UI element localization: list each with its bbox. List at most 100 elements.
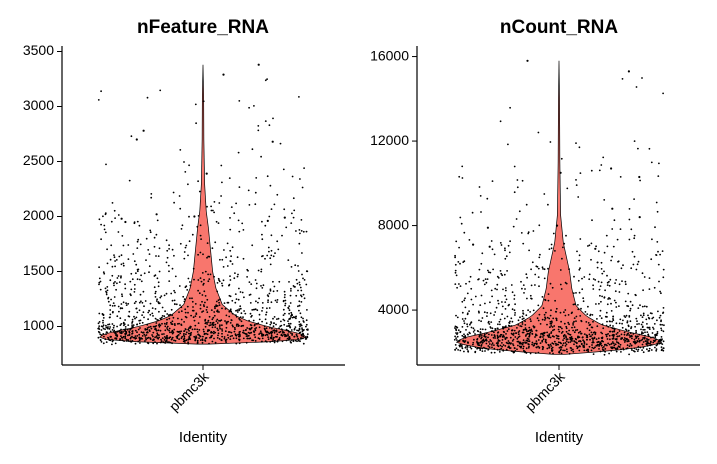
data-point: [151, 312, 154, 315]
data-point: [214, 341, 217, 344]
data-point: [276, 340, 279, 342]
data-point: [290, 339, 293, 341]
data-point: [202, 253, 204, 256]
data-point: [604, 350, 606, 353]
data-point: [305, 230, 308, 233]
data-point: [149, 302, 152, 305]
data-point: [624, 316, 627, 318]
data-point: [534, 273, 537, 276]
data-point: [638, 340, 641, 343]
data-point: [155, 255, 157, 257]
data-point: [538, 224, 541, 227]
y-tick-label: 1000: [23, 317, 54, 333]
data-point: [278, 331, 281, 334]
data-point: [532, 309, 535, 312]
data-point: [600, 164, 603, 166]
data-point: [239, 334, 241, 336]
data-point: [528, 329, 531, 331]
data-point: [602, 156, 605, 159]
y-tick-label: 3000: [23, 97, 54, 113]
data-point: [216, 327, 219, 330]
data-point: [105, 290, 107, 293]
data-point: [102, 317, 105, 319]
data-point: [660, 346, 663, 348]
data-point: [302, 230, 305, 233]
data-point: [185, 331, 188, 334]
data-point: [549, 326, 551, 329]
data-point: [192, 316, 195, 319]
data-point: [472, 341, 475, 344]
data-point: [648, 277, 651, 279]
data-point: [301, 273, 303, 276]
data-point: [305, 323, 308, 326]
data-point: [266, 294, 269, 296]
data-point: [573, 331, 576, 334]
data-point: [212, 209, 214, 212]
data-point: [581, 288, 584, 291]
data-point: [556, 335, 559, 337]
data-point: [549, 282, 552, 285]
data-point: [238, 308, 241, 310]
data-point: [481, 252, 484, 255]
data-point: [249, 337, 252, 340]
data-point: [524, 320, 526, 322]
data-point: [491, 180, 494, 183]
data-point: [613, 344, 616, 347]
data-point: [504, 249, 506, 252]
data-point: [237, 151, 240, 154]
data-point: [261, 238, 264, 241]
data-point: [662, 340, 665, 343]
data-point: [168, 329, 171, 332]
violin-shape: [455, 60, 663, 355]
data-point: [617, 342, 620, 345]
data-point: [238, 338, 241, 341]
data-point: [211, 334, 213, 337]
data-point: [559, 283, 562, 286]
data-point: [188, 164, 191, 167]
data-point: [194, 315, 197, 317]
data-point: [499, 242, 502, 244]
data-point: [625, 338, 627, 340]
data-point: [228, 331, 231, 333]
data-point: [459, 330, 462, 333]
data-point: [581, 277, 583, 280]
data-point: [537, 276, 540, 278]
data-point: [591, 219, 593, 222]
data-point: [160, 316, 163, 319]
data-point: [541, 348, 544, 351]
data-point: [633, 338, 636, 341]
data-point: [158, 334, 160, 337]
data-point: [510, 284, 513, 286]
data-point: [501, 274, 504, 277]
data-point: [550, 243, 553, 246]
data-point: [168, 280, 171, 282]
data-point: [284, 302, 287, 305]
data-point: [166, 318, 168, 321]
data-point: [133, 288, 136, 290]
data-point: [187, 341, 190, 344]
data-point: [118, 255, 121, 258]
data-point: [474, 333, 476, 335]
data-point: [112, 302, 115, 304]
data-point: [456, 286, 458, 289]
data-point: [527, 231, 530, 234]
data-point: [527, 330, 530, 332]
data-point: [485, 347, 488, 350]
data-point: [507, 328, 510, 330]
data-point: [550, 345, 553, 347]
data-point: [555, 310, 558, 313]
data-point: [496, 344, 499, 347]
data-point: [240, 312, 243, 315]
data-point: [489, 339, 492, 341]
data-point: [238, 287, 240, 290]
data-point: [183, 257, 186, 260]
data-point: [561, 257, 563, 260]
data-point: [194, 324, 197, 327]
data-point: [547, 267, 549, 270]
data-point: [139, 278, 141, 281]
data-point: [106, 286, 109, 288]
data-point: [624, 300, 627, 303]
data-point: [245, 341, 248, 344]
data-point: [242, 229, 245, 231]
data-point: [302, 342, 305, 345]
